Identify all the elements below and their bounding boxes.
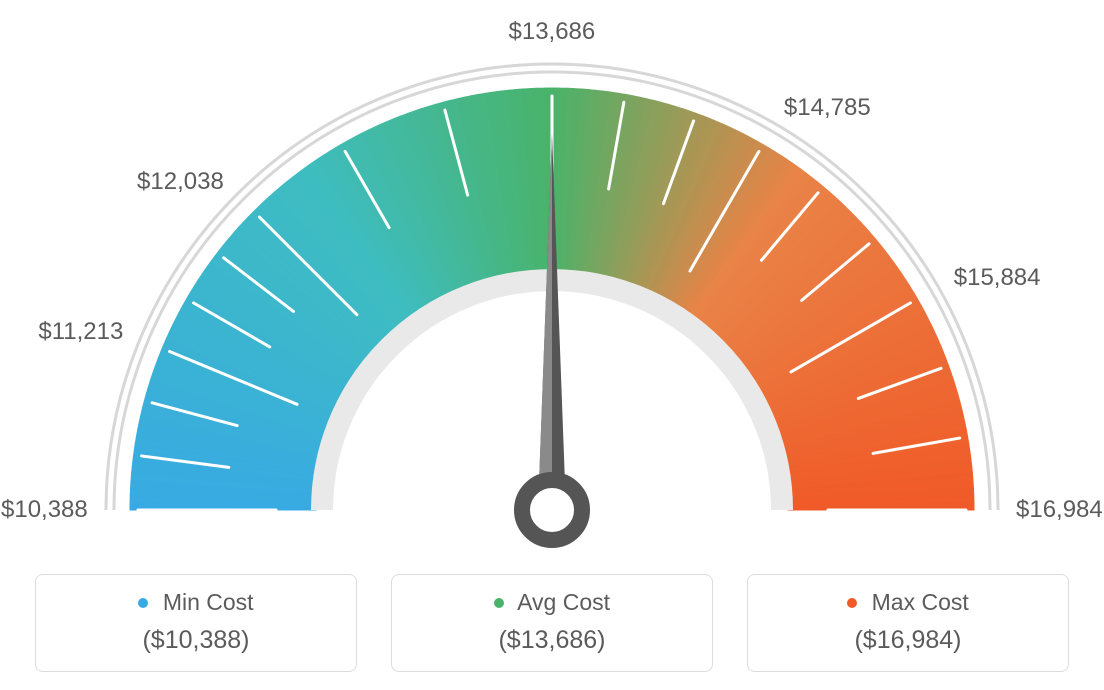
card-max-value: ($16,984) (758, 626, 1058, 655)
cost-gauge-widget: $10,388 $11,213 $12,038 $13,686 $14,785 $15,8… (0, 0, 1104, 690)
tick-label: $16,984 (1016, 496, 1103, 524)
card-avg-title: Avg Cost (517, 589, 610, 615)
gauge-svg (0, 10, 1104, 570)
card-min-title: Min Cost (163, 589, 254, 615)
card-min-title-row: Min Cost (46, 589, 346, 616)
card-avg-title-row: Avg Cost (402, 589, 702, 616)
gauge-area: $10,388 $11,213 $12,038 $13,686 $14,785 $15,8… (0, 10, 1104, 570)
card-max-title-row: Max Cost (758, 589, 1058, 616)
tick-label: $10,388 (1, 496, 88, 524)
tick-label: $14,785 (784, 94, 871, 122)
tick-label: $13,686 (509, 18, 596, 46)
card-max-cost: Max Cost ($16,984) (747, 574, 1069, 672)
card-avg-value: ($13,686) (402, 626, 702, 655)
card-min-cost: Min Cost ($10,388) (35, 574, 357, 672)
tick-label: $11,213 (38, 318, 123, 346)
tick-label: $15,884 (954, 264, 1041, 292)
card-min-value: ($10,388) (46, 626, 346, 655)
card-max-title: Max Cost (872, 589, 969, 615)
bullet-max-icon (847, 598, 857, 608)
legend-row: Min Cost ($10,388) Avg Cost ($13,686) Ma… (0, 574, 1104, 672)
card-avg-cost: Avg Cost ($13,686) (391, 574, 713, 672)
tick-label: $12,038 (137, 168, 224, 196)
bullet-min-icon (138, 598, 148, 608)
bullet-avg-icon (494, 598, 504, 608)
